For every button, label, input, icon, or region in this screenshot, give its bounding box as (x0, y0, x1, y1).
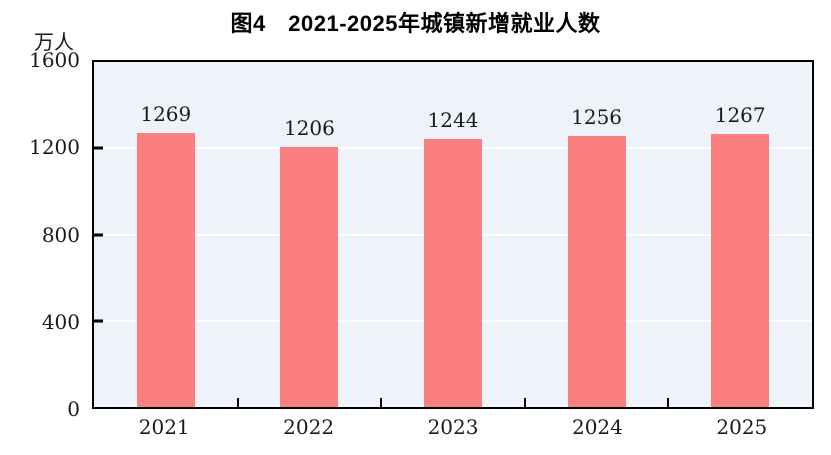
x-axis-tick-2 (380, 398, 383, 407)
bar-column-2024: 1256 (525, 62, 669, 407)
bars-row: 1269 1206 1244 1256 1267 (94, 62, 812, 407)
x-tick-label-2022: 2022 (283, 415, 335, 439)
bar-value-label-2025: 1267 (714, 102, 766, 127)
y-tick-label-1600: 1600 (29, 48, 80, 72)
y-axis-tick-800 (94, 233, 103, 236)
x-tick-label-2021: 2021 (138, 415, 190, 439)
y-tick-label-400: 400 (41, 309, 80, 334)
x-axis-tick-3 (523, 398, 526, 407)
chart-title: 图4 2021-2025年城镇新增就业人数 (230, 11, 601, 36)
bar-2025: 1267 (711, 103, 770, 407)
bar-2022: 1206 (280, 116, 339, 407)
bar-2023: 1244 (423, 108, 482, 407)
bar-2021: 1269 (136, 102, 195, 407)
bar-2024: 1256 (567, 105, 626, 407)
y-tick-label-800: 800 (41, 222, 80, 247)
bar-value-label-2021: 1269 (140, 102, 192, 127)
x-axis-labels: 2021 2022 2023 2024 2025 (92, 415, 814, 439)
y-tick-label-0: 0 (67, 397, 80, 421)
x-axis-tick-4 (667, 398, 670, 407)
x-tick-label-2025: 2025 (716, 415, 768, 439)
x-tick-label-2024: 2024 (571, 415, 623, 439)
x-tick-label-2023: 2023 (427, 415, 479, 439)
x-axis-tick-1 (236, 398, 239, 407)
bar-value-label-2022: 1206 (283, 115, 335, 140)
y-axis-unit-label: 万人 (34, 30, 74, 54)
bar-value-label-2023: 1244 (427, 107, 479, 132)
y-axis-tick-400 (94, 319, 103, 323)
y-axis-labels: 0 400 800 1200 1600 (0, 48, 80, 421)
y-axis-tick-1200 (94, 146, 103, 150)
plot-area: 1269 1206 1244 1256 1267 (92, 60, 814, 409)
y-tick-label-1200: 1200 (29, 135, 80, 160)
bar-column-2023: 1244 (381, 62, 525, 407)
bar-column-2021: 1269 (94, 62, 238, 407)
bar-column-2025: 1267 (668, 62, 812, 407)
bar-column-2022: 1206 (238, 62, 382, 407)
bar-value-label-2024: 1256 (571, 105, 623, 130)
